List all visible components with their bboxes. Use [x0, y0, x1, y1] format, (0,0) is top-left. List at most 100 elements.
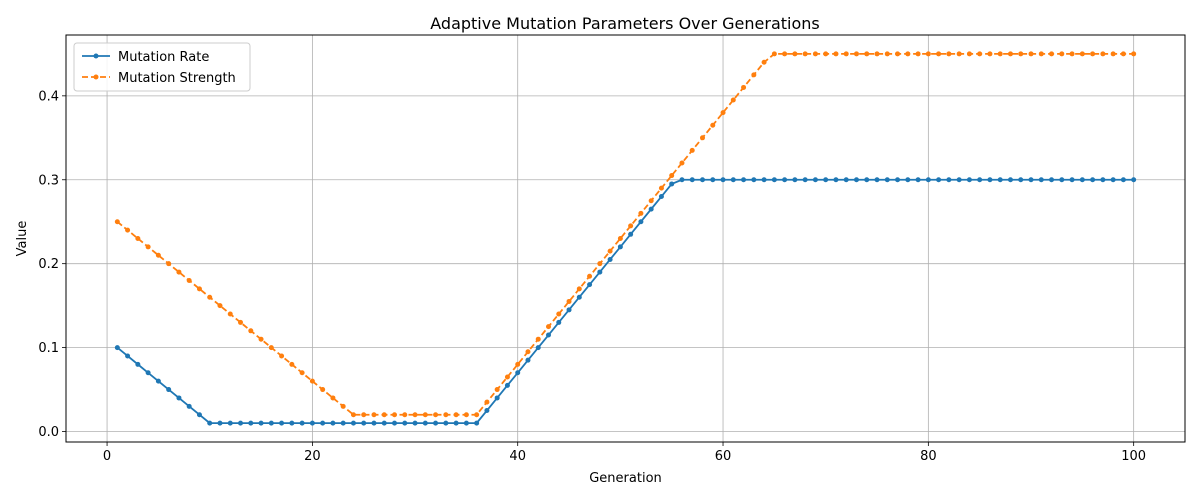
data-point-mutation-rate	[1038, 177, 1044, 183]
data-point-mutation-rate	[279, 420, 285, 426]
data-point-mutation-strength	[1120, 51, 1126, 57]
data-point-mutation-strength	[576, 286, 582, 292]
data-point-mutation-rate	[751, 177, 757, 183]
data-point-mutation-rate	[628, 231, 634, 237]
x-tick-label: 80	[920, 449, 937, 464]
data-point-mutation-strength	[607, 248, 613, 254]
data-point-mutation-strength	[1028, 51, 1034, 57]
y-axis-label: Value	[15, 221, 30, 257]
data-point-mutation-strength	[741, 84, 747, 90]
data-point-mutation-rate	[792, 177, 798, 183]
x-axis-label: Generation	[589, 471, 662, 486]
y-tick-label: 0.3	[38, 173, 59, 188]
ticks: 0 20 40 60 80 100 0.0 0.1 0.2 0.3 0.4	[38, 89, 1146, 464]
legend: Mutation Rate Mutation Strength	[73, 42, 251, 92]
legend-box	[73, 42, 251, 92]
data-point-mutation-rate	[1028, 177, 1034, 183]
data-point-mutation-rate	[484, 408, 490, 414]
data-point-mutation-strength	[279, 353, 285, 359]
data-point-mutation-strength	[217, 303, 223, 309]
data-point-mutation-rate	[843, 177, 849, 183]
data-point-mutation-rate	[648, 206, 654, 212]
data-point-mutation-rate	[155, 378, 161, 384]
data-point-mutation-rate	[741, 177, 747, 183]
data-point-mutation-rate	[535, 345, 541, 351]
data-point-mutation-strength	[268, 345, 274, 351]
data-point-mutation-rate	[145, 370, 151, 376]
data-point-mutation-strength	[515, 361, 521, 367]
data-point-mutation-rate	[525, 357, 531, 363]
data-point-mutation-strength	[823, 51, 829, 57]
data-point-mutation-rate	[658, 194, 664, 200]
data-point-mutation-strength	[320, 387, 326, 393]
data-point-mutation-rate	[1090, 177, 1096, 183]
data-point-mutation-rate	[761, 177, 767, 183]
legend-label-mutation-rate: Mutation Rate	[118, 50, 209, 65]
data-point-mutation-rate	[546, 332, 551, 338]
data-point-mutation-rate	[227, 420, 233, 426]
x-tick-label: 100	[1121, 449, 1146, 464]
data-point-mutation-rate	[166, 387, 172, 393]
data-point-mutation-rate	[915, 177, 921, 183]
data-point-mutation-rate	[463, 420, 469, 426]
data-point-mutation-strength	[1069, 51, 1075, 57]
series-line-mutation-rate	[116, 178, 1134, 425]
data-point-mutation-strength	[658, 185, 664, 191]
data-point-mutation-strength	[114, 219, 120, 225]
data-point-mutation-rate	[617, 244, 623, 250]
data-point-mutation-strength	[874, 51, 880, 57]
data-point-mutation-strength	[936, 51, 942, 57]
data-point-mutation-strength	[895, 51, 901, 57]
data-point-mutation-rate	[289, 420, 295, 426]
data-point-mutation-rate	[504, 382, 510, 388]
data-point-mutation-strength	[638, 210, 644, 216]
data-point-mutation-rate	[679, 177, 685, 183]
data-point-mutation-strength	[381, 412, 387, 418]
data-point-mutation-rate	[710, 177, 716, 183]
data-point-mutation-strength	[833, 51, 839, 57]
data-point-mutation-rate	[371, 420, 377, 426]
y-tick-label: 0.1	[38, 341, 59, 356]
data-point-mutation-strength	[1059, 51, 1065, 57]
y-tick-label: 0.0	[38, 425, 59, 440]
data-point-mutation-strength	[648, 198, 654, 204]
data-point-mutation-strength	[412, 412, 418, 418]
data-point-mutation-strength	[1038, 51, 1044, 57]
data-point-mutation-strength	[1007, 51, 1013, 57]
data-point-mutation-rate	[1131, 177, 1137, 183]
x-tick-label: 60	[715, 449, 732, 464]
data-point-mutation-strength	[597, 261, 603, 267]
data-point-mutation-rate	[515, 370, 521, 376]
data-point-mutation-rate	[320, 420, 326, 426]
data-point-mutation-rate	[1110, 177, 1116, 183]
data-point-mutation-rate	[238, 420, 244, 426]
data-point-mutation-strength	[1049, 51, 1055, 57]
y-tick-label: 0.4	[38, 89, 59, 104]
legend-marker-mutation-strength	[93, 74, 99, 80]
data-point-mutation-rate	[576, 294, 582, 300]
data-point-mutation-strength	[289, 361, 295, 367]
data-point-mutation-strength	[525, 349, 531, 355]
x-tick-label: 40	[509, 449, 526, 464]
data-point-mutation-rate	[176, 395, 182, 401]
data-point-mutation-strength	[484, 399, 490, 405]
data-point-mutation-rate	[895, 177, 901, 183]
data-point-mutation-rate	[700, 177, 705, 183]
data-point-mutation-strength	[474, 412, 480, 418]
data-point-mutation-rate	[1018, 177, 1024, 183]
data-point-mutation-strength	[145, 244, 151, 250]
data-point-mutation-rate	[977, 177, 983, 183]
data-point-mutation-rate	[966, 177, 972, 183]
data-point-mutation-rate	[453, 420, 459, 426]
data-point-mutation-strength	[925, 51, 931, 57]
data-point-mutation-rate	[833, 177, 839, 183]
data-point-mutation-rate	[474, 420, 480, 426]
x-tick-label: 20	[304, 449, 321, 464]
data-point-mutation-rate	[771, 177, 777, 183]
data-point-mutation-strength	[628, 223, 634, 229]
data-point-mutation-strength	[771, 51, 777, 57]
data-point-mutation-strength	[453, 412, 459, 418]
data-point-mutation-rate	[597, 269, 603, 275]
data-point-mutation-strength	[248, 328, 254, 334]
